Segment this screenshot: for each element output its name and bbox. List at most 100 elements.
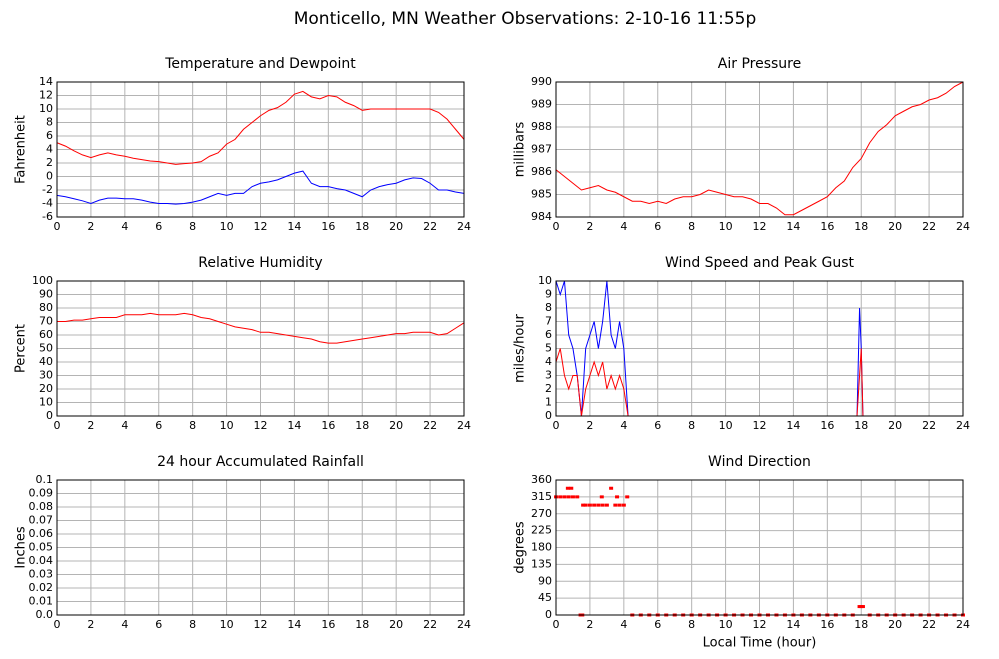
data-line <box>57 312 465 344</box>
y-tick-label: 20 <box>39 382 53 395</box>
y-tick-label: -4 <box>42 197 53 210</box>
y-tick-label: 40 <box>39 355 53 368</box>
x-tick-label: 10 <box>220 618 234 631</box>
x-tick-label: 10 <box>220 220 234 233</box>
data-point <box>604 503 609 507</box>
data-point <box>570 495 575 499</box>
y-tick-label: 0.0 <box>36 608 54 621</box>
y-tick-label: 0.07 <box>29 514 54 527</box>
y-tick-label: 0.02 <box>29 581 54 594</box>
chart-title: Relative Humidity <box>198 255 322 271</box>
x-tick-label: 14 <box>786 618 800 631</box>
x-tick-label: 12 <box>254 220 268 233</box>
y-tick-label: 30 <box>39 369 53 382</box>
y-tick-label: 3 <box>545 369 552 382</box>
x-tick-label: 2 <box>586 419 593 432</box>
x-tick-label: 18 <box>355 419 369 432</box>
y-tick-label: 8 <box>545 301 552 314</box>
x-tick-label: 24 <box>457 220 471 233</box>
y-axis-label: Inches <box>14 526 29 568</box>
data-line <box>56 170 465 205</box>
y-tick-label: 990 <box>531 75 552 88</box>
x-tick-label: 2 <box>586 220 593 233</box>
data-point <box>599 495 604 499</box>
chart-title: Wind Direction <box>708 454 811 470</box>
x-tick-label: 16 <box>321 419 335 432</box>
data-point <box>583 503 588 507</box>
x-tick-label: 24 <box>457 618 471 631</box>
data-point <box>617 503 622 507</box>
x-tick-label: 20 <box>389 618 403 631</box>
x-tick-label: 6 <box>654 419 661 432</box>
x-tick-label: 20 <box>389 220 403 233</box>
x-tick-label: 6 <box>654 220 661 233</box>
y-tick-label: 0.05 <box>29 541 54 554</box>
x-tick-label: 22 <box>922 618 936 631</box>
x-tick-label: 4 <box>620 618 627 631</box>
y-tick-label: 60 <box>39 328 53 341</box>
y-tick-label: 70 <box>39 315 53 328</box>
x-tick-label: 18 <box>355 220 369 233</box>
x-tick-label: 2 <box>586 618 593 631</box>
x-tick-label: 20 <box>389 419 403 432</box>
x-tick-label: 6 <box>155 220 162 233</box>
y-tick-label: 0.09 <box>29 487 54 500</box>
x-tick-label: 16 <box>321 618 335 631</box>
x-tick-label: 12 <box>254 419 268 432</box>
y-axis-label: Fahrenheit <box>14 115 29 184</box>
plot-frame <box>555 81 964 218</box>
chart-title: 24 hour Accumulated Rainfall <box>157 454 364 470</box>
y-tick-label: 135 <box>531 557 552 570</box>
data-point <box>587 503 592 507</box>
x-tick-label: 4 <box>620 419 627 432</box>
x-tick-label: 4 <box>121 220 128 233</box>
x-tick-label: 8 <box>688 618 695 631</box>
x-tick-label: 4 <box>121 618 128 631</box>
x-tick-label: 14 <box>287 618 301 631</box>
x-tick-label: 22 <box>922 220 936 233</box>
y-tick-label: 90 <box>39 288 53 301</box>
y-tick-label: 984 <box>531 210 552 223</box>
data-point <box>860 605 865 609</box>
y-tick-label: 270 <box>531 507 552 520</box>
x-tick-label: 12 <box>753 220 767 233</box>
x-tick-label: 10 <box>719 419 733 432</box>
x-tick-label: 22 <box>423 220 437 233</box>
x-tick-label: 6 <box>654 618 661 631</box>
x-tick-label: 18 <box>355 618 369 631</box>
data-line <box>555 348 963 417</box>
data-point <box>615 495 620 499</box>
data-line <box>56 90 465 165</box>
y-tick-label: 315 <box>531 490 552 503</box>
y-tick-label: 9 <box>545 288 552 301</box>
x-tick-label: 16 <box>820 419 834 432</box>
y-tick-label: 6 <box>46 129 53 142</box>
y-tick-label: 225 <box>531 524 552 537</box>
data-point <box>575 495 580 499</box>
x-tick-label: 12 <box>753 419 767 432</box>
y-tick-label: -2 <box>42 183 53 196</box>
y-tick-label: 360 <box>531 473 552 486</box>
y-tick-label: 986 <box>531 165 552 178</box>
y-tick-label: 180 <box>531 541 552 554</box>
y-tick-label: 2 <box>545 382 552 395</box>
chart-title: Wind Speed and Peak Gust <box>665 255 854 271</box>
y-tick-label: 0.04 <box>29 554 54 567</box>
x-axis-label: Local Time (hour) <box>703 636 817 651</box>
y-tick-label: 987 <box>531 143 552 156</box>
x-tick-label: 16 <box>820 618 834 631</box>
data-point <box>581 503 586 507</box>
x-tick-label: 14 <box>786 419 800 432</box>
data-point <box>613 503 618 507</box>
x-tick-label: 20 <box>888 220 902 233</box>
x-tick-label: 12 <box>753 618 767 631</box>
x-tick-label: 0 <box>553 419 560 432</box>
y-tick-label: 0.08 <box>29 500 54 513</box>
y-tick-label: 0 <box>545 608 552 621</box>
plot-frame <box>555 479 964 616</box>
x-tick-label: 24 <box>956 618 970 631</box>
data-point <box>625 495 630 499</box>
y-tick-label: 0.1 <box>36 473 54 486</box>
data-point <box>566 495 571 499</box>
y-tick-label: 0.03 <box>29 568 54 581</box>
